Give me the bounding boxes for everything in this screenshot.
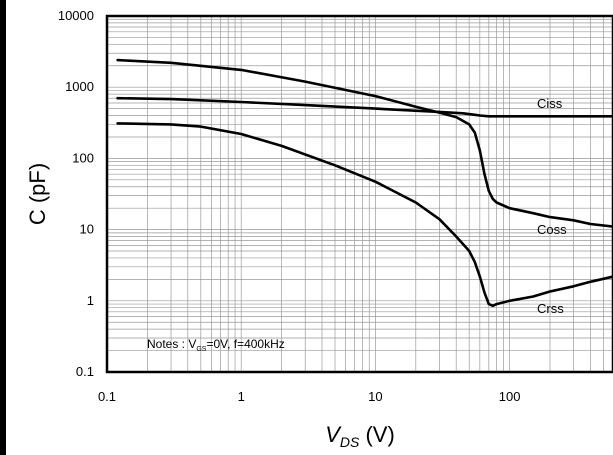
series-labels: Ciss Coss Crss — [537, 96, 567, 316]
y-tick-label: 0.1 — [76, 364, 94, 379]
x-tick-label: 100 — [499, 389, 521, 404]
tick-labels: 0.1 1 10 100 0.1 1 10 100 1000 10000 — [58, 8, 521, 404]
plot-frame — [105, 14, 613, 374]
x-axis-title: VDS (V) — [325, 422, 395, 450]
series-label-ciss: Ciss — [537, 96, 563, 111]
series-label-coss: Coss — [537, 222, 567, 237]
x-axis-title-main: V — [325, 422, 342, 447]
notes-annotation: Notes : VGS=0V, f=400kHz — [147, 337, 285, 353]
notes-subscript: GS — [196, 346, 206, 353]
y-tick-label: 1 — [87, 293, 94, 308]
x-tick-label: 0.1 — [98, 389, 116, 404]
y-tick-label: 10000 — [58, 8, 94, 23]
y-tick-label: 100 — [72, 150, 94, 165]
series-curves — [116, 58, 613, 308]
series-label-crss: Crss — [537, 301, 564, 316]
curve-coss — [116, 58, 613, 228]
grid-lines — [107, 16, 613, 372]
x-axis-title-unit: (V) — [359, 422, 394, 447]
x-tick-label: 1 — [238, 389, 245, 404]
y-tick-label: 1000 — [65, 79, 94, 94]
x-axis-title-sub: DS — [340, 434, 360, 450]
x-tick-label: 10 — [368, 389, 382, 404]
y-axis-title: C (pF) — [25, 163, 50, 225]
notes-prefix: Notes : V — [147, 337, 196, 351]
left-edge-border — [0, 0, 6, 455]
curve-ciss — [116, 96, 613, 118]
y-tick-label: 10 — [80, 222, 94, 237]
notes-suffix: =0V, f=400kHz — [206, 337, 284, 351]
curve-crss — [116, 122, 613, 308]
